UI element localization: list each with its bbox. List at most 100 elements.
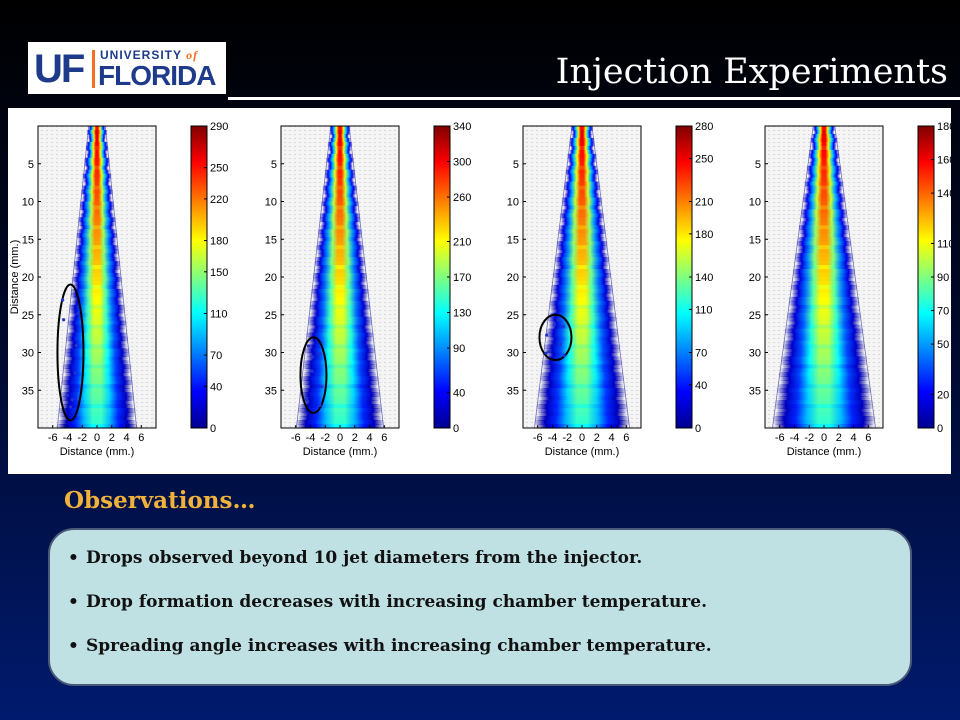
drop-region-ellipse — [56, 283, 85, 422]
plume-row — [788, 300, 860, 306]
plume-row — [84, 161, 110, 167]
stray-drop — [62, 318, 66, 322]
plume-row — [543, 344, 621, 350]
plume-row — [780, 368, 868, 373]
plume-edge-left — [534, 125, 573, 429]
plume-row — [57, 408, 137, 413]
plume-row — [550, 288, 614, 294]
plume-row — [567, 157, 597, 163]
plume-row — [319, 213, 361, 218]
plume-row — [791, 280, 857, 286]
plume-row — [555, 261, 609, 266]
plume-row — [569, 137, 595, 143]
plume-row — [545, 332, 619, 338]
plume-row — [548, 320, 616, 326]
x-tick-label: 6 — [623, 432, 629, 444]
logo-divider — [92, 50, 95, 88]
colorbar-tick-label: 0 — [210, 423, 216, 435]
plume-row — [791, 292, 857, 298]
plume-row — [557, 229, 607, 234]
plume-row — [786, 324, 862, 330]
plume-row — [564, 193, 600, 199]
plume-row — [795, 261, 853, 266]
plume-row — [77, 217, 117, 222]
plume-row — [66, 332, 128, 338]
plume-row — [806, 177, 842, 183]
plume-row — [800, 221, 848, 226]
plume-row — [84, 169, 110, 175]
plume-row — [305, 356, 375, 362]
observations-panel: • Drops observed beyond 10 jet diameters … — [48, 528, 912, 686]
plume-row — [306, 336, 374, 342]
y-tick-label: 35 — [265, 385, 277, 397]
plume-row — [64, 348, 130, 354]
y-tick-label: 20 — [22, 272, 34, 284]
plume-row — [808, 161, 840, 167]
colorbar-tick-label: 70 — [210, 350, 222, 362]
plume-row — [545, 340, 619, 346]
x-axis-label: Distance (mm.) — [60, 446, 135, 458]
plume-row — [327, 153, 353, 159]
plume-row — [62, 376, 132, 381]
plume-row — [545, 328, 619, 334]
plume-row — [803, 201, 845, 207]
plume-row — [300, 388, 380, 393]
x-tick-label: -4 — [63, 432, 73, 444]
plume-row — [64, 360, 130, 366]
colorbar-tick-label: 150 — [210, 267, 228, 279]
plume-row — [312, 273, 368, 278]
plume-row — [302, 384, 378, 389]
y-tick-label: 30 — [749, 348, 761, 360]
x-tick-label: 4 — [123, 432, 129, 444]
plume-row — [301, 380, 379, 385]
plume-row — [314, 280, 366, 286]
plume-row — [569, 149, 595, 155]
x-tick-label: 2 — [352, 432, 358, 444]
x-tick-label: 2 — [594, 432, 600, 444]
plume-edge-right — [104, 125, 138, 429]
plume-row — [68, 324, 126, 330]
plume-row — [548, 300, 616, 306]
x-tick-label: -2 — [320, 432, 330, 444]
stray-drop — [319, 384, 323, 389]
colorbar-tick-label: 40 — [453, 387, 465, 399]
colorbar-tick-label: 0 — [695, 423, 701, 435]
title-underline — [228, 97, 960, 100]
plume-row — [564, 181, 600, 187]
plume-row — [566, 165, 598, 171]
plume-row — [64, 372, 130, 377]
colorbar-tick-label: 20 — [937, 389, 949, 401]
plume-row — [793, 273, 855, 278]
stray-drop — [552, 322, 557, 327]
plume-row — [67, 340, 127, 346]
plume-row — [329, 137, 351, 143]
plume-row — [566, 173, 598, 179]
plume-row — [777, 384, 871, 389]
plume-row — [556, 241, 608, 246]
plume-row — [305, 352, 375, 358]
plume-row — [792, 269, 856, 274]
y-tick-label: 25 — [507, 310, 519, 322]
plume-row — [801, 217, 847, 222]
plume-row — [79, 225, 115, 230]
plume-row — [88, 126, 106, 131]
colorbar — [190, 125, 208, 429]
colorbar-tick-label: 210 — [695, 197, 713, 209]
plume-row — [542, 356, 622, 362]
plume-row — [566, 177, 598, 183]
plume-row — [534, 420, 630, 425]
plume-row — [539, 396, 625, 401]
stray-drop — [74, 343, 78, 348]
plume-row — [312, 284, 368, 290]
plume-row — [88, 133, 106, 139]
plume-row — [546, 316, 618, 322]
x-tick-label: -4 — [306, 432, 316, 444]
plume-row — [79, 201, 115, 207]
plume-row — [317, 241, 363, 246]
x-tick-label: -4 — [548, 432, 558, 444]
plume-row — [86, 149, 108, 155]
plume-row — [302, 360, 378, 366]
plume-row — [76, 253, 118, 258]
y-tick-label: 25 — [22, 310, 34, 322]
